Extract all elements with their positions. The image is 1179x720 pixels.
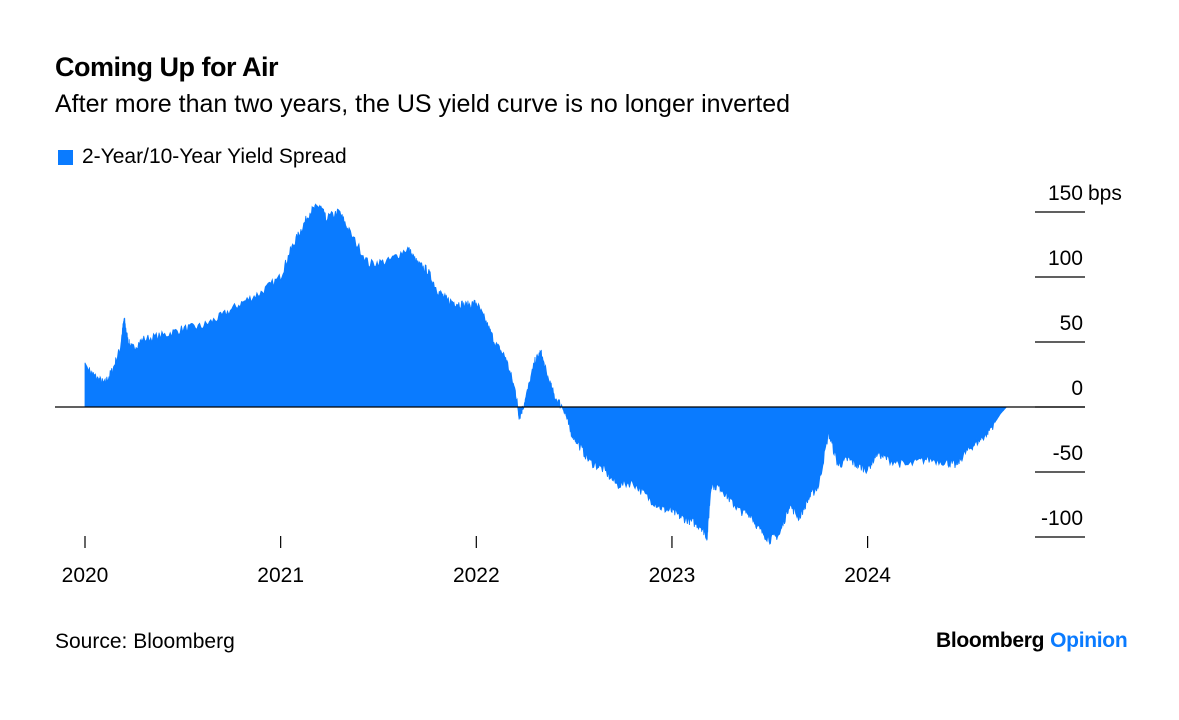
y-tick-label: 100 xyxy=(1048,247,1083,270)
brand-primary: Bloomberg xyxy=(936,629,1045,652)
y-tick-label: -50 xyxy=(1053,442,1083,465)
legend-swatch xyxy=(58,149,73,165)
chart-title: Coming Up for Air xyxy=(55,52,278,82)
brand-secondary: Opinion xyxy=(1050,629,1128,652)
y-axis-unit: bps xyxy=(1088,182,1122,205)
y-tick-label: 0 xyxy=(1071,377,1083,400)
chart-legend: 2-Year/10-Year Yield Spread xyxy=(58,145,347,169)
y-tick-label: -100 xyxy=(1041,507,1083,530)
x-tick-label: 2024 xyxy=(844,564,891,587)
series-area-yield-spread xyxy=(84,203,1008,545)
brand-logo: Bloomberg Opinion xyxy=(936,629,1128,653)
y-tick-label: 50 xyxy=(1060,312,1083,335)
x-tick-label: 2020 xyxy=(62,564,109,587)
x-tick-label: 2021 xyxy=(257,564,304,587)
legend-label: 2-Year/10-Year Yield Spread xyxy=(82,145,347,168)
source-note: Source: Bloomberg xyxy=(55,630,235,653)
x-tick-label: 2022 xyxy=(453,564,500,587)
y-tick-label: 150 xyxy=(1048,182,1083,205)
yield-spread-chart: 150 bps 100 50 0 -50 -100 2020 2021 2022 2023 2024 xyxy=(55,182,1122,587)
x-tick-label: 2023 xyxy=(649,564,696,587)
chart-subtitle: After more than two years, the US yield … xyxy=(55,90,791,118)
